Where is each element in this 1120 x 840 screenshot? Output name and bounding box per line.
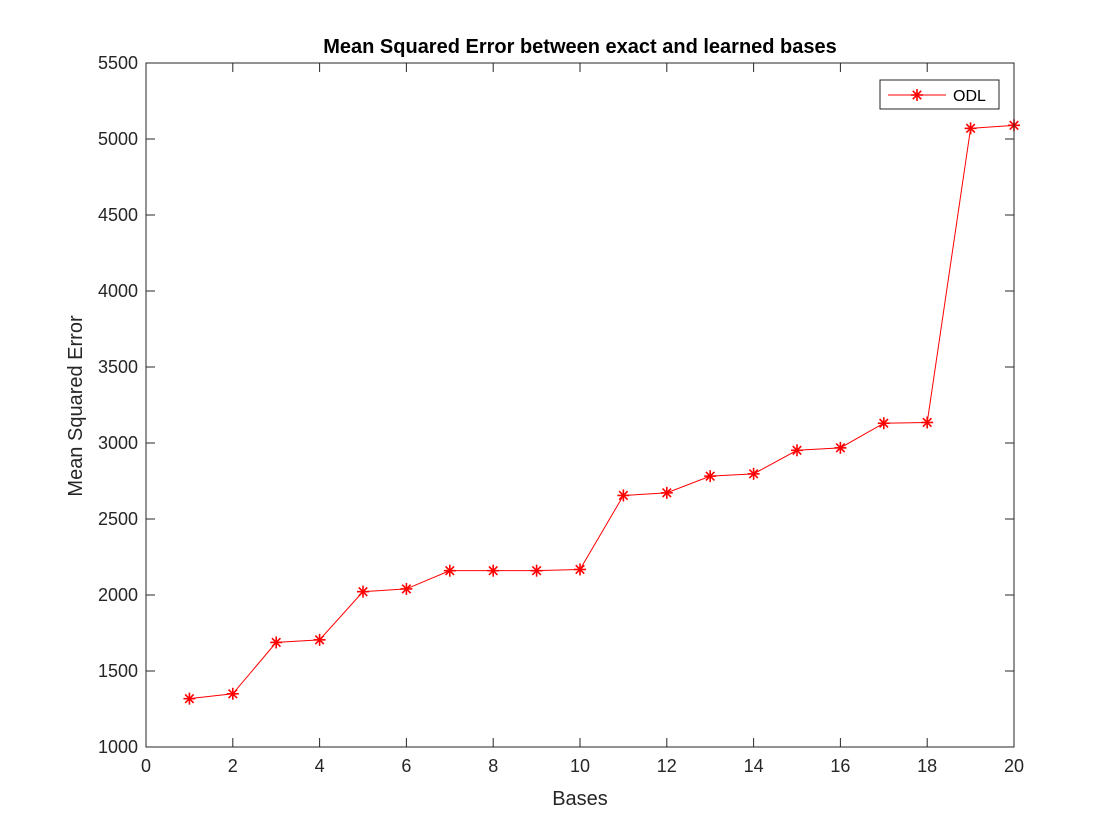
chart-title: Mean Squared Error between exact and lea… (323, 36, 837, 58)
y-tick-label: 2000 (98, 585, 138, 605)
y-tick-label: 1500 (98, 661, 138, 681)
x-tick-label: 4 (315, 756, 325, 776)
x-tick-label: 6 (401, 756, 411, 776)
legend-asterisk (911, 89, 923, 101)
data-point (617, 489, 630, 502)
data-point (834, 441, 847, 454)
data-point (921, 416, 934, 429)
data-point (660, 486, 673, 499)
y-tick-label: 5000 (98, 129, 138, 149)
x-tick-label: 2 (228, 756, 238, 776)
y-tick-label: 5500 (98, 53, 138, 73)
x-tick-label: 10 (570, 756, 590, 776)
data-point (357, 585, 369, 598)
data-point (574, 563, 586, 576)
y-axis-label: Mean Squared Error (65, 315, 87, 497)
data-point (487, 564, 500, 577)
data-point (704, 470, 717, 483)
data-point (530, 564, 543, 577)
legend: ODL (879, 79, 1000, 110)
data-point (964, 122, 977, 135)
data-point (313, 633, 326, 646)
legend-entry-odl: ODL (953, 88, 986, 105)
data-point (443, 564, 456, 577)
data-point (400, 582, 413, 595)
x-tick-label: 16 (830, 756, 850, 776)
data-point (747, 467, 760, 480)
data-point (791, 444, 803, 457)
x-axis-label: Bases (552, 788, 608, 810)
legend-marker-icon (911, 89, 923, 101)
y-tick-label: 3500 (98, 357, 138, 377)
plot-area (146, 63, 1014, 747)
x-tick-label: 8 (488, 756, 498, 776)
series-line-odl (189, 124, 1015, 700)
y-tick-label: 2500 (98, 509, 138, 529)
x-tick-label: 12 (657, 756, 677, 776)
y-tick-label: 1000 (98, 737, 138, 757)
x-tick-label: 18 (917, 756, 937, 776)
x-tick-label: 14 (744, 756, 764, 776)
data-point (270, 636, 283, 649)
y-tick-label: 4000 (98, 281, 138, 301)
x-tick-label: 20 (1004, 756, 1024, 776)
y-tick-label: 4500 (98, 205, 138, 225)
y-tick-label: 3000 (98, 433, 138, 453)
data-point (226, 687, 239, 700)
x-tick-label: 0 (141, 756, 151, 776)
data-point (183, 692, 196, 705)
data-point (877, 417, 890, 430)
